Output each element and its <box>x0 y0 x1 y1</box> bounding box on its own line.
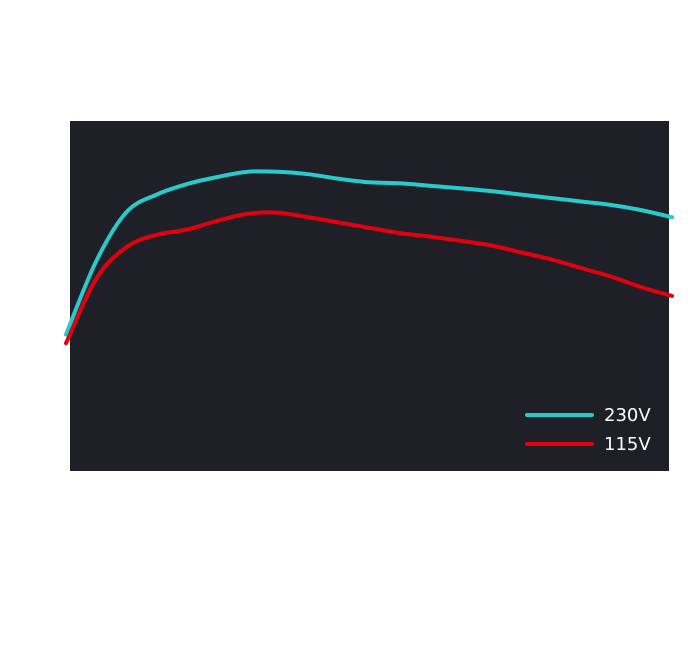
plot-area <box>70 121 669 471</box>
legend-label-230v: 230V <box>604 405 651 426</box>
series-layer <box>64 169 674 346</box>
legend-label-115v: 115V <box>604 434 651 455</box>
legend: 230V 115V <box>525 405 651 455</box>
series-line-115v <box>64 210 674 346</box>
series-line-230v <box>64 169 674 337</box>
